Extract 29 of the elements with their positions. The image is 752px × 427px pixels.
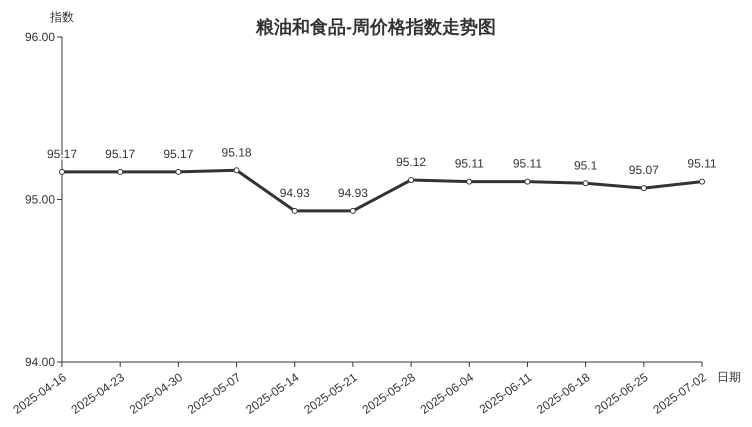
x-axis-title: 日期 [717,370,741,384]
data-label: 95.11 [687,156,717,171]
point [408,177,414,183]
y-tick-label: 95.00 [24,192,56,206]
data-label: 94.93 [280,186,310,200]
chart-title: 粮油和食品-周价格指数走势图 [255,17,496,37]
data-label: 94.93 [338,186,368,200]
point [234,167,240,174]
data-label: 95.07 [628,163,660,178]
point [582,180,589,186]
data-label: 95.11 [512,156,542,171]
point [117,168,124,175]
point [524,178,530,185]
point [59,168,65,175]
point [292,208,298,214]
y-axis-title: 指数 [49,10,74,24]
data-label: 95.18 [222,145,252,160]
data-label: 95.11 [454,156,484,171]
point [350,208,356,214]
y-tick-label: 96.00 [24,30,56,44]
data-label: 95.17 [163,146,194,161]
data-label: 95.12 [396,155,426,169]
point [175,168,182,175]
data-label: 95.1 [574,158,598,172]
point [640,185,647,192]
point [699,178,705,185]
data-label: 95.17 [105,146,136,161]
y-tick-label: 94.00 [24,355,56,369]
point [466,178,472,185]
